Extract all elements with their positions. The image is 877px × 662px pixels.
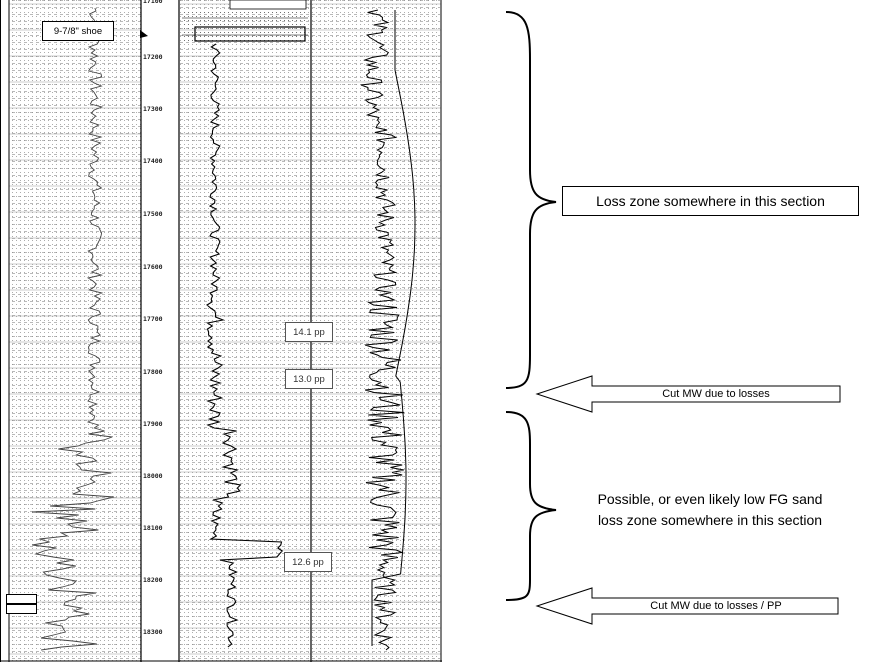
depth-marker: 17700	[143, 315, 163, 323]
cut-mw-label-1: Cut MW due to losses	[662, 388, 770, 400]
left-track-curve	[32, 7, 115, 651]
depth-marker: 18100	[143, 524, 163, 532]
depth-marker: 17200	[143, 53, 163, 61]
right-track-curve	[360, 9, 404, 651]
depth-marker: 18300	[143, 628, 163, 636]
log-panel	[0, 0, 442, 662]
lower-zone-annotation: Possible, or even likely low FG sand los…	[545, 489, 875, 531]
depth-marker: 17900	[143, 420, 163, 428]
depth-marker: 18000	[143, 472, 163, 480]
upper-zone-brace	[505, 11, 557, 389]
cut-mw-arrow-2	[535, 587, 839, 625]
shoe-marker-icon	[140, 30, 148, 38]
pore-pressure-label: 13.0 pp	[285, 369, 333, 389]
cut-mw-label-2: Cut MW due to losses / PP	[650, 600, 782, 612]
depth-marker-top: 17100	[143, 0, 163, 5]
pore-pressure-label: 14.1 pp	[285, 322, 333, 342]
depth-marker: 17300	[143, 105, 163, 113]
pore-pressure-label: 12.6 pp	[284, 552, 332, 572]
lower-zone-line-1: Possible, or even likely low FG sand	[597, 491, 823, 507]
depth-marker: 17500	[143, 210, 163, 218]
cut-mw-arrow-1	[535, 375, 841, 413]
small-box-1	[6, 594, 37, 604]
shoe-label: 9-7/8" shoe	[42, 21, 114, 41]
upper-zone-annotation: Loss zone somewhere in this section	[562, 186, 859, 216]
small-box-2	[6, 604, 37, 614]
top-hatched-block	[182, 0, 308, 44]
right-track-smooth-curve	[371, 10, 416, 646]
depth-marker: 18200	[143, 576, 163, 584]
middle-track-curve	[206, 43, 284, 648]
depth-marker: 17800	[143, 368, 163, 376]
lower-zone-line-2: loss zone somewhere in this section	[597, 512, 823, 528]
depth-marker: 17400	[143, 157, 163, 165]
depth-marker: 17600	[143, 263, 163, 271]
lower-zone-brace	[505, 411, 557, 601]
